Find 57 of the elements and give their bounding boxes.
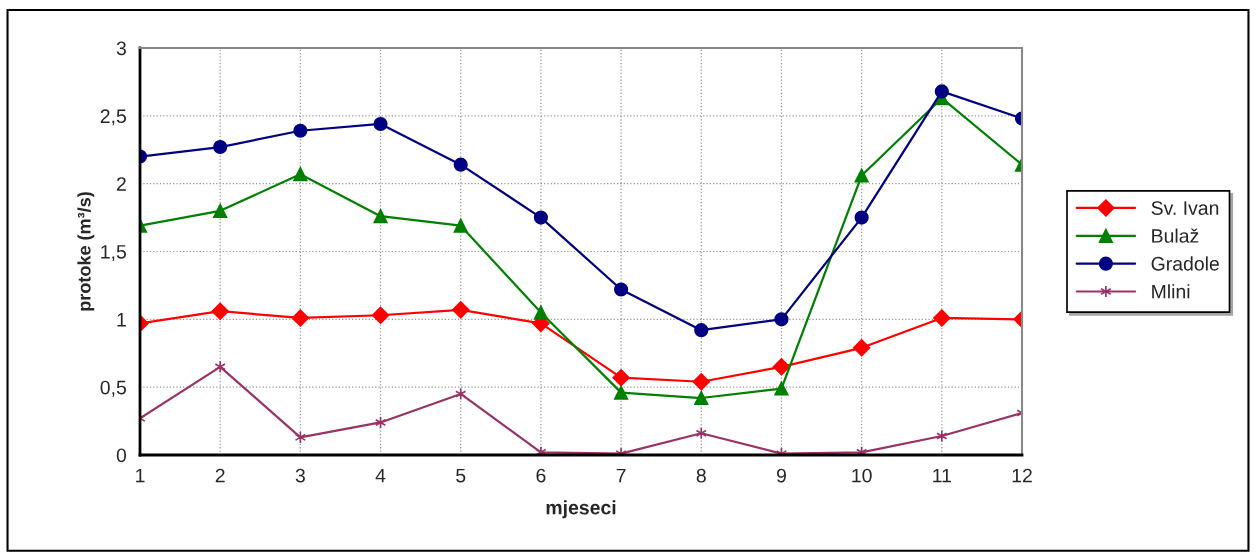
x-tick-label: 1 xyxy=(136,468,145,483)
point xyxy=(455,387,467,401)
x-tick-label: 9 xyxy=(776,468,786,483)
x-tick-label: 3 xyxy=(295,468,305,483)
point xyxy=(453,218,468,233)
point xyxy=(293,167,308,182)
x-tick-label: 7 xyxy=(616,468,626,483)
x-tick-label: 4 xyxy=(375,468,386,483)
legend-label: Bulaž xyxy=(1152,228,1199,243)
y-tick-label: 1,5 xyxy=(101,245,126,262)
point xyxy=(936,429,948,443)
point xyxy=(692,373,710,391)
x-tick-label: 6 xyxy=(536,468,546,483)
point xyxy=(934,84,949,99)
y-tick-label: 3 xyxy=(116,41,126,56)
point xyxy=(533,305,548,320)
point xyxy=(694,390,709,406)
point xyxy=(772,358,791,376)
point xyxy=(373,116,388,132)
point xyxy=(452,301,470,319)
y-axis-title: protoke (m³/s) xyxy=(77,192,95,311)
point xyxy=(291,309,310,327)
point xyxy=(854,168,869,183)
point xyxy=(774,312,789,327)
x-tick-label: 12 xyxy=(1012,468,1032,483)
y-tick-label: 0 xyxy=(116,448,127,463)
y-tick-label: 0,5 xyxy=(100,380,126,397)
point xyxy=(774,381,789,396)
x-axis-title: mjeseci xyxy=(546,500,616,519)
point xyxy=(695,426,707,440)
point xyxy=(614,282,629,297)
x-tick-label: 2 xyxy=(215,468,225,483)
x-tick-label: 11 xyxy=(933,468,951,483)
point xyxy=(211,302,229,320)
y-tick-label: 2 xyxy=(116,177,126,191)
x-tick-label: 5 xyxy=(456,468,466,483)
legend-label: Gradole xyxy=(1151,256,1219,271)
point xyxy=(533,210,548,225)
point xyxy=(214,360,226,374)
x-tick-label: 8 xyxy=(696,468,706,483)
point xyxy=(854,210,869,225)
point xyxy=(614,385,629,400)
y-tick-label: 1 xyxy=(117,313,126,327)
point xyxy=(694,323,709,338)
point xyxy=(852,339,871,357)
point xyxy=(371,306,390,324)
point xyxy=(453,157,468,172)
point xyxy=(933,309,951,327)
y-tick-label: 2,5 xyxy=(100,109,126,126)
point xyxy=(373,209,388,224)
point xyxy=(612,368,630,387)
point xyxy=(213,139,228,155)
point xyxy=(293,123,308,138)
legend-label: Sv. Ivan xyxy=(1151,201,1219,215)
point xyxy=(213,203,228,218)
x-tick-label: 10 xyxy=(852,468,872,483)
legend-label: Mlini xyxy=(1152,284,1190,299)
